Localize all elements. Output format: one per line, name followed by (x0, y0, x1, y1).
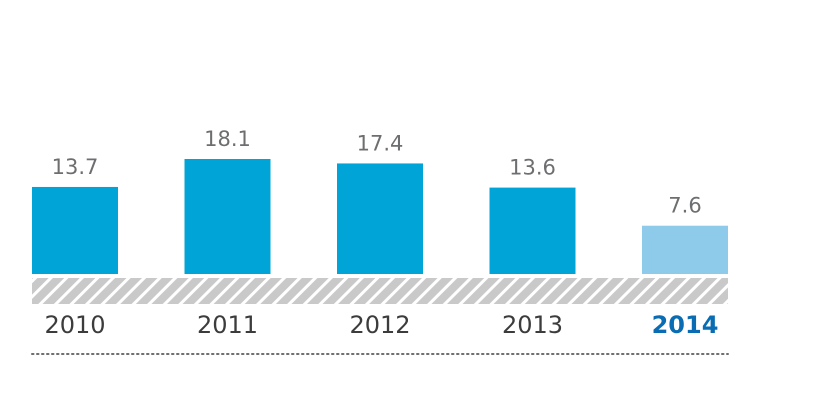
category-label-2013: 2013 (502, 311, 563, 339)
bar-2011 (184, 159, 271, 274)
bar-2013 (489, 187, 576, 274)
value-label-2013: 13.6 (509, 156, 556, 180)
category-label-2011: 2011 (197, 311, 258, 339)
labels-group: 13.7 2010 18.1 2011 17.4 2012 13.6 2013 7.6 2014 (44, 127, 718, 339)
bars-group (32, 159, 728, 274)
value-label-2011: 18.1 (204, 127, 251, 151)
value-label-2010: 13.7 (52, 155, 99, 179)
category-label-2012: 2012 (349, 311, 410, 339)
value-label-2014: 7.6 (668, 194, 701, 218)
value-label-2012: 17.4 (357, 131, 404, 155)
hatched-baseline-band (32, 278, 728, 304)
bar-2014 (642, 225, 728, 274)
bar-2010 (32, 186, 118, 274)
bar-2012 (337, 163, 423, 274)
category-label-2014: 2014 (652, 311, 719, 339)
category-label-2010: 2010 (44, 311, 105, 339)
